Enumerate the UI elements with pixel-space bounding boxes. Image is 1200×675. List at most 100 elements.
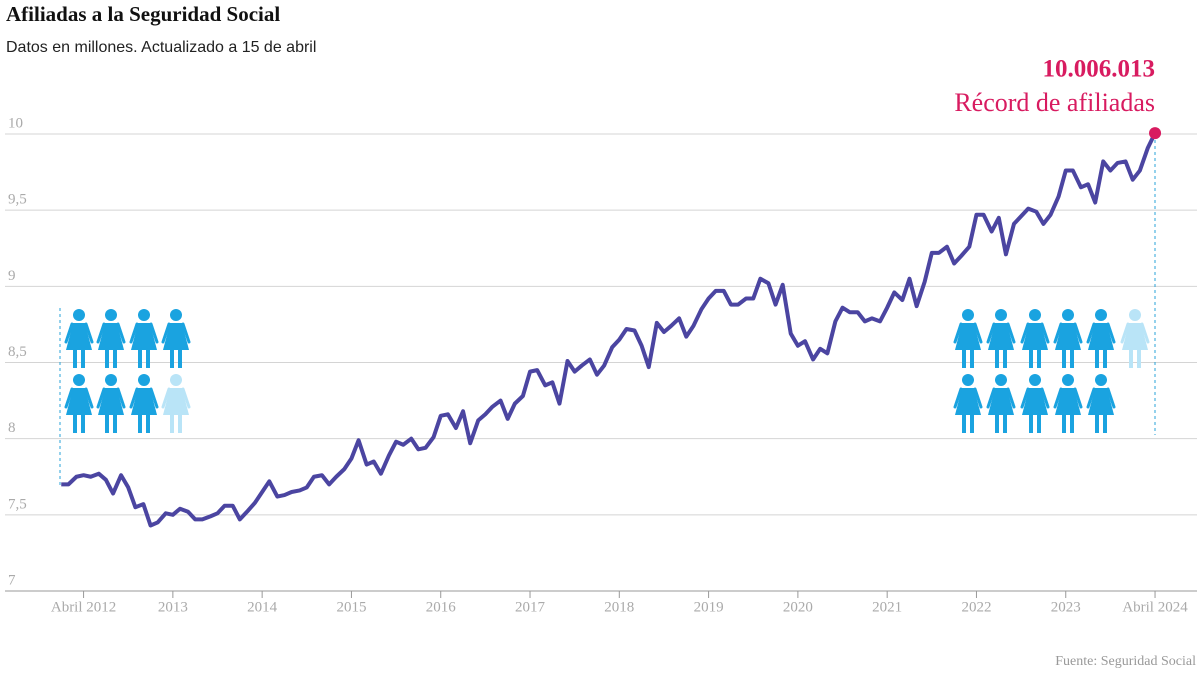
icon-leg bbox=[1103, 350, 1107, 368]
icon bbox=[1053, 309, 1083, 368]
icon bbox=[1086, 309, 1116, 368]
icon-arms bbox=[96, 387, 126, 409]
icon-leg bbox=[146, 350, 150, 368]
icon-head bbox=[105, 309, 117, 321]
icon-leg bbox=[1062, 350, 1066, 368]
icon-leg bbox=[995, 350, 999, 368]
icon-body bbox=[163, 388, 189, 415]
icon-head bbox=[962, 309, 974, 321]
source: Fuente: Seguridad Social bbox=[1055, 654, 1196, 669]
icon-body bbox=[955, 388, 981, 415]
icon-arms bbox=[1086, 387, 1116, 409]
icon-arms bbox=[64, 322, 94, 344]
icon-arms bbox=[161, 322, 191, 344]
icon-leg bbox=[105, 350, 109, 368]
y-tick-label: 7,5 bbox=[8, 496, 27, 512]
record-note: Récord de afiliadas bbox=[954, 88, 1155, 117]
icon-arms bbox=[1020, 387, 1050, 409]
icon-arms bbox=[129, 322, 159, 344]
icon bbox=[1053, 374, 1083, 433]
y-tick-label: 8 bbox=[8, 420, 16, 436]
icon-arms bbox=[1053, 322, 1083, 344]
chart-title: Afiliadas a la Seguridad Social bbox=[6, 2, 280, 26]
icon-leg bbox=[962, 350, 966, 368]
icon-leg bbox=[1095, 350, 1099, 368]
icon-leg bbox=[1029, 415, 1033, 433]
icon-body bbox=[1088, 388, 1114, 415]
icon bbox=[953, 309, 983, 368]
icon bbox=[129, 374, 159, 433]
x-tick-label: 2013 bbox=[158, 599, 188, 615]
y-tick-label: 10 bbox=[8, 115, 23, 131]
icon-head bbox=[962, 374, 974, 386]
icon-head bbox=[1062, 309, 1074, 321]
icon-body bbox=[131, 323, 157, 350]
x-tick-label: Abril 2012 bbox=[51, 599, 116, 615]
icon-leg bbox=[1137, 350, 1141, 368]
icon bbox=[161, 374, 191, 433]
icon bbox=[1086, 374, 1116, 433]
icon-leg bbox=[105, 415, 109, 433]
icon bbox=[96, 309, 126, 368]
icon-leg bbox=[1070, 350, 1074, 368]
icon-leg bbox=[970, 415, 974, 433]
icon-arms bbox=[1120, 322, 1150, 344]
icon-arms bbox=[64, 387, 94, 409]
icon bbox=[96, 374, 126, 433]
icon-head bbox=[1029, 374, 1041, 386]
icon bbox=[1020, 309, 1050, 368]
icon-head bbox=[73, 309, 85, 321]
icon-leg bbox=[1129, 350, 1133, 368]
icon-head bbox=[995, 309, 1007, 321]
icon-head bbox=[73, 374, 85, 386]
icon-leg bbox=[1037, 350, 1041, 368]
icon bbox=[986, 309, 1016, 368]
icon-arms bbox=[161, 387, 191, 409]
icon-arms bbox=[1086, 322, 1116, 344]
x-tick-label: 2023 bbox=[1051, 599, 1081, 615]
icon-leg bbox=[138, 415, 142, 433]
x-tick-label: 2021 bbox=[872, 599, 902, 615]
icon-body bbox=[163, 323, 189, 350]
icon-leg bbox=[73, 350, 77, 368]
icon-body bbox=[98, 323, 124, 350]
x-tick-label: 2022 bbox=[961, 599, 991, 615]
icon-arms bbox=[986, 387, 1016, 409]
icon-arms bbox=[1020, 322, 1050, 344]
icon-leg bbox=[1062, 415, 1066, 433]
icon bbox=[953, 374, 983, 433]
icon-head bbox=[1029, 309, 1041, 321]
icon-body bbox=[955, 323, 981, 350]
icon-head bbox=[105, 374, 117, 386]
icon-body bbox=[988, 388, 1014, 415]
icon-body bbox=[66, 388, 92, 415]
icon-leg bbox=[81, 350, 85, 368]
icon bbox=[64, 374, 94, 433]
icon-leg bbox=[73, 415, 77, 433]
icon-body bbox=[1088, 323, 1114, 350]
icon-arms bbox=[986, 322, 1016, 344]
icon-body bbox=[66, 323, 92, 350]
icon-leg bbox=[1003, 415, 1007, 433]
icon-leg bbox=[970, 350, 974, 368]
icon-leg bbox=[178, 350, 182, 368]
icon-leg bbox=[178, 415, 182, 433]
icon-leg bbox=[170, 350, 174, 368]
series-line bbox=[61, 132, 1157, 528]
icon bbox=[161, 309, 191, 368]
icon-leg bbox=[1095, 415, 1099, 433]
icon bbox=[1020, 374, 1050, 433]
icon-leg bbox=[1103, 415, 1107, 433]
icon-body bbox=[1055, 323, 1081, 350]
icon-arms bbox=[953, 387, 983, 409]
icon-leg bbox=[995, 415, 999, 433]
icon-arms bbox=[1053, 387, 1083, 409]
icon bbox=[986, 374, 1016, 433]
icon-leg bbox=[962, 415, 966, 433]
record-label: 10.006.013 bbox=[1043, 56, 1156, 83]
record-point bbox=[1149, 127, 1162, 140]
icon-body bbox=[1022, 388, 1048, 415]
icon bbox=[64, 309, 94, 368]
icon bbox=[1120, 309, 1150, 368]
